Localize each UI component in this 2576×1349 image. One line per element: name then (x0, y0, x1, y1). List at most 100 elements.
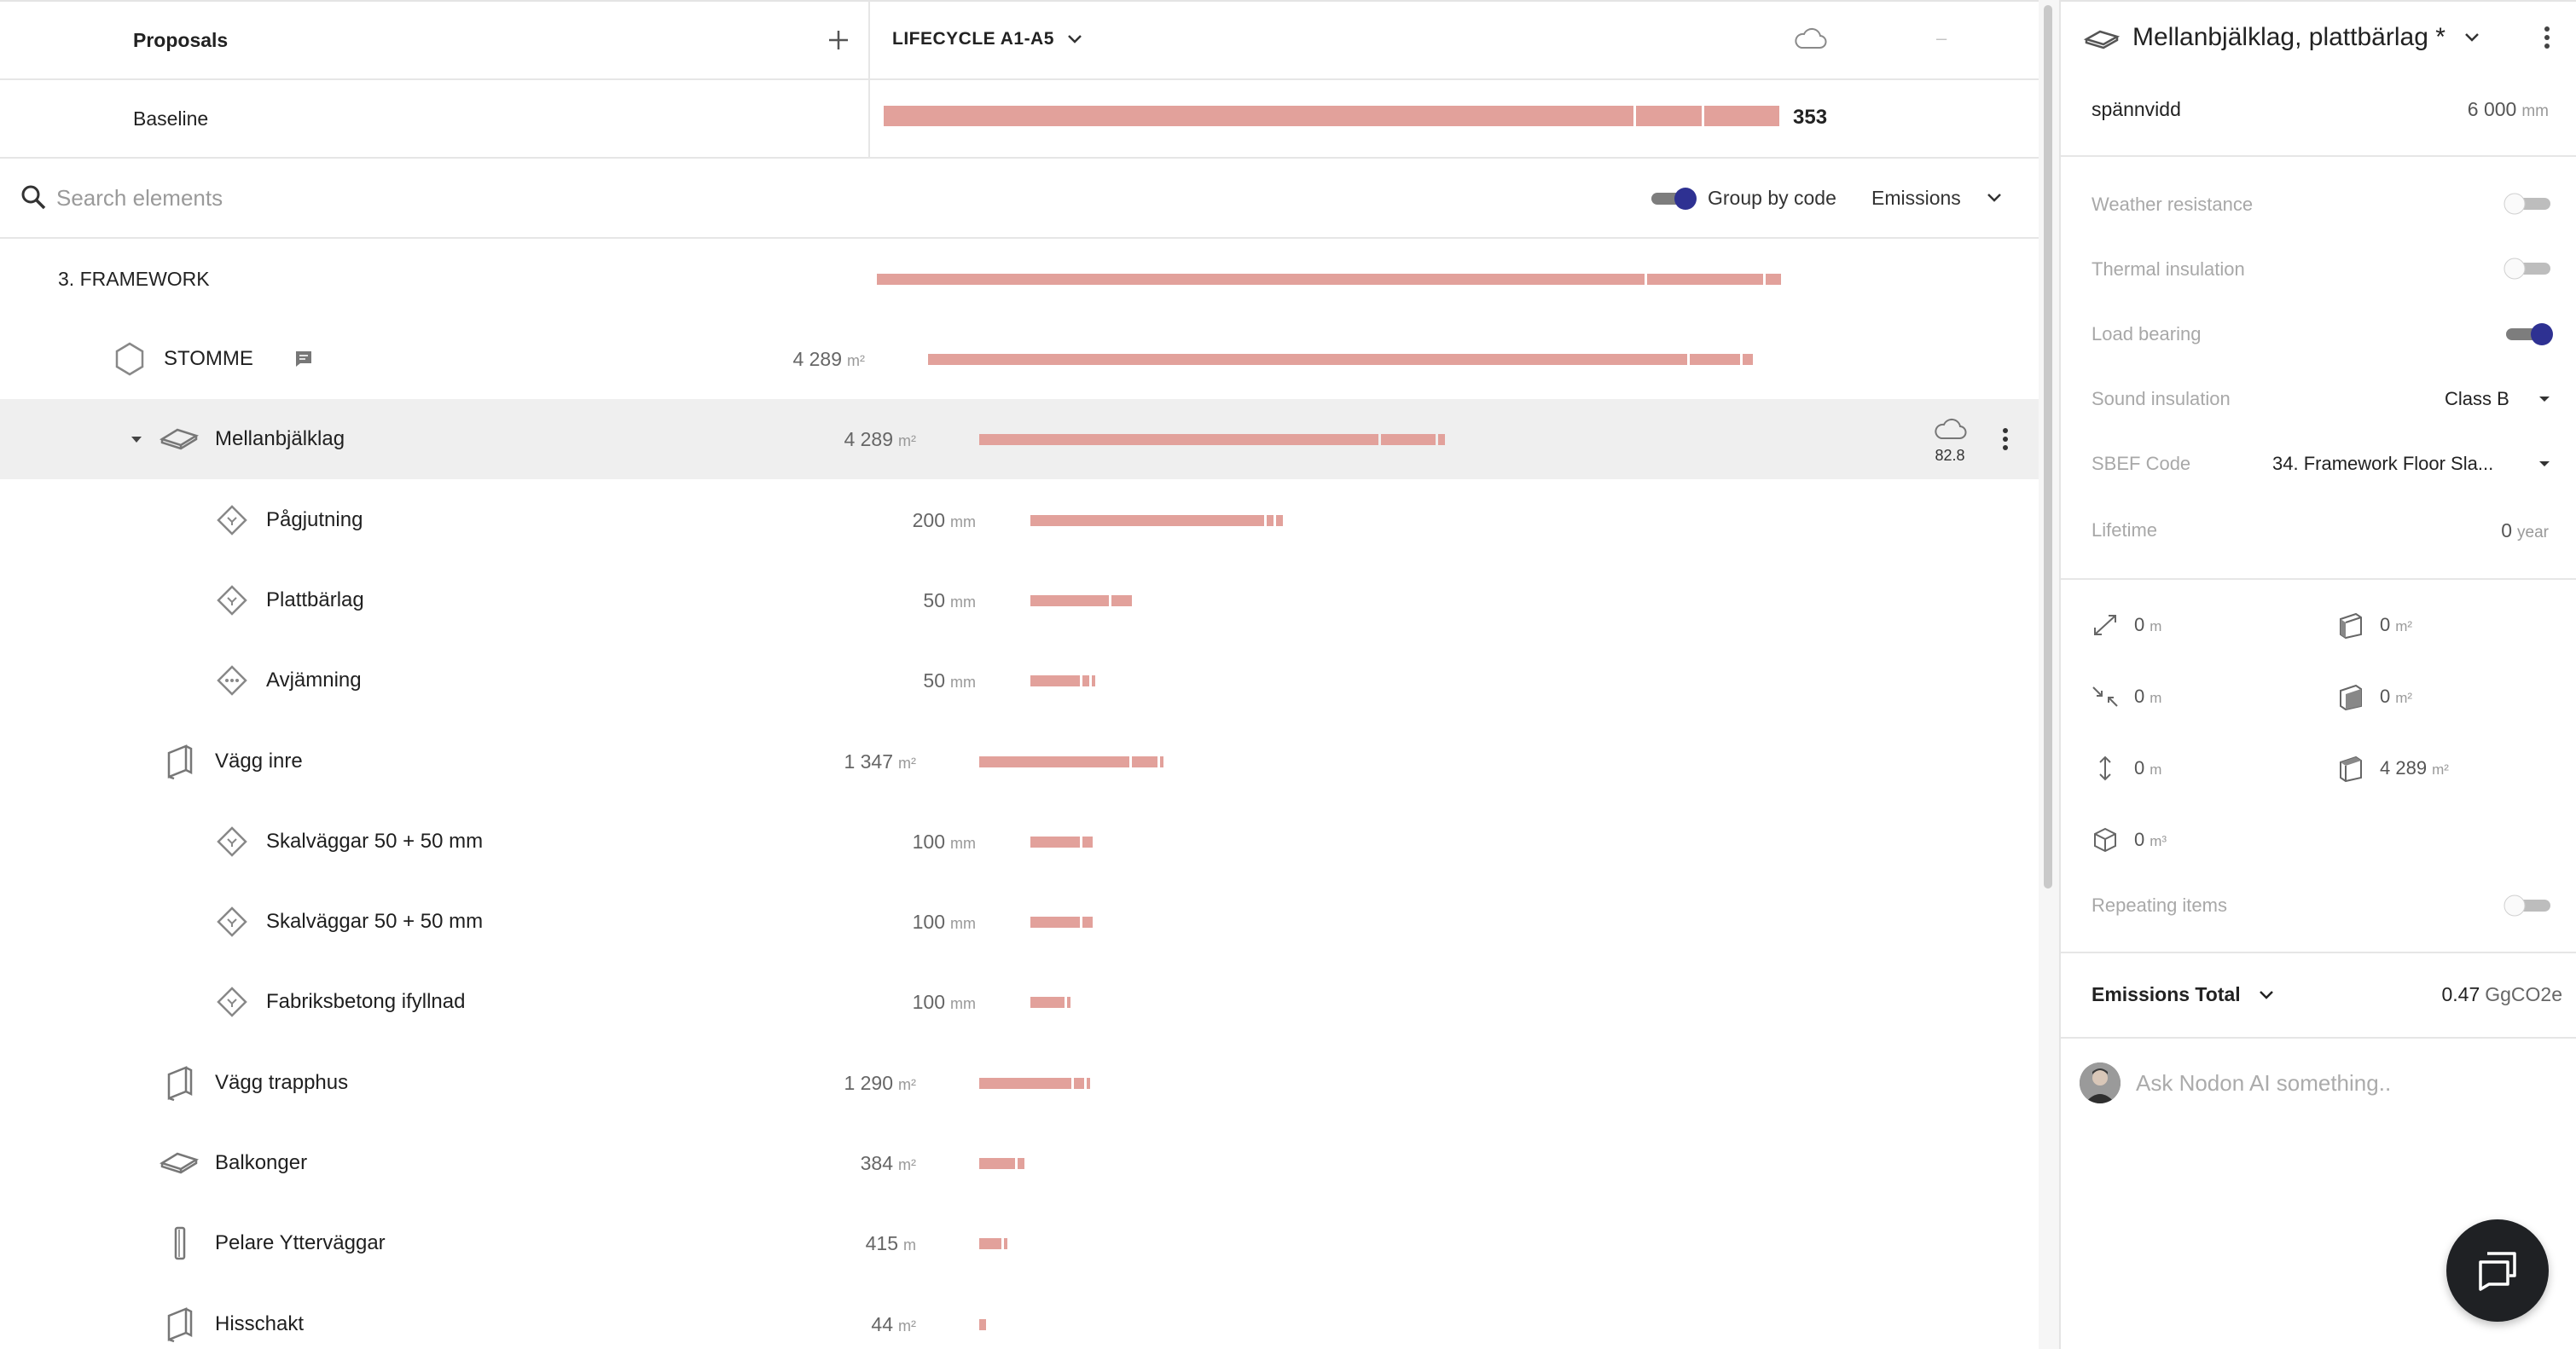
bar-segment (1381, 434, 1436, 445)
baseline-value: 353 (1793, 106, 1828, 129)
bar-segment (979, 1078, 1071, 1089)
tree-row-material[interactable]: Plattbärlag 50 mm (0, 560, 2039, 640)
qty-unit: m (903, 1236, 916, 1253)
bar-segment (1111, 595, 1132, 606)
dimension-front-area: 0 m² (2335, 675, 2540, 718)
qty-value: 50 (923, 669, 945, 692)
comment-icon[interactable] (293, 349, 314, 369)
row-quantity: 415 m (866, 1203, 916, 1285)
caret-down-icon[interactable] (126, 429, 147, 449)
qty-value: 4 289 (844, 428, 893, 450)
qty-unit: mm (950, 915, 976, 932)
element-title[interactable]: Mellanbjälklag, plattbärlag * (2132, 23, 2445, 51)
tree-row-vagg-trapphus[interactable]: Vägg trapphus 1 290 m² (0, 1043, 2039, 1123)
row-emission-bar (979, 1319, 986, 1330)
lifecycle-select[interactable]: LIFECYCLE A1-A5 (892, 29, 1054, 49)
proposals-header-row: Proposals LIFECYCLE A1-A5 – (0, 2, 2039, 80)
more-vertical-icon[interactable] (1993, 425, 2018, 454)
qty-value: 50 (923, 589, 945, 611)
search-input[interactable] (56, 174, 653, 222)
dimension-value: 4 289 m² (2380, 747, 2449, 791)
qty-unit: mm (950, 674, 976, 691)
bar-segment (1030, 675, 1080, 686)
row-label: Pågjutning (266, 508, 363, 531)
chevron-down-icon[interactable] (2255, 984, 2277, 1006)
row-label: Plattbärlag (266, 588, 364, 611)
dimension-value: 0 m³ (2134, 819, 2167, 863)
group-hexagon-icon (115, 342, 144, 376)
qty-unit: m² (898, 1317, 916, 1335)
cloud-icon (1935, 418, 1967, 439)
weather-resistance-label: Weather resistance (2092, 194, 2254, 215)
row-label: Mellanbjälklag (215, 427, 345, 450)
thermal-insulation-label: Thermal insulation (2092, 258, 2245, 280)
material-diamond-icon (217, 585, 247, 616)
qty-value: 384 (860, 1152, 893, 1174)
baseline-row[interactable]: Baseline (0, 80, 2039, 159)
row-label: Fabriksbetong ifyllnad (266, 990, 466, 1013)
tree-row-material[interactable]: Skalväggar 50 + 50 mm 100 mm (0, 882, 2039, 962)
bar-segment (884, 106, 1633, 126)
chat-button[interactable] (2446, 1219, 2549, 1322)
sound-insulation-select[interactable]: Class B (2445, 388, 2509, 409)
chevron-down-icon[interactable] (2460, 26, 2484, 49)
load-bearing-switch[interactable] (2503, 321, 2556, 347)
dim-number: 4 289 (2380, 757, 2428, 779)
span-value[interactable]: 6 000 mm (2468, 85, 2549, 136)
avatar (2080, 1062, 2121, 1103)
qty-unit: m² (898, 432, 916, 449)
tree-row-balkonger[interactable]: Balkonger 384 m² (0, 1123, 2039, 1203)
group-by-toggle[interactable] (1650, 186, 1699, 211)
row-emission-bar (979, 756, 1163, 767)
thermal-insulation-switch[interactable] (2503, 256, 2556, 281)
add-proposal-icon[interactable] (819, 20, 858, 60)
tree-row-material[interactable]: Avjämning 50 mm (0, 640, 2039, 721)
qty-value: 100 (912, 831, 945, 853)
more-vertical-icon[interactable] (2537, 22, 2557, 53)
tree-row-vagg-inre[interactable]: Vägg inre 1 347 m² (0, 721, 2039, 802)
row-emission-bar (1030, 595, 1132, 606)
lifetime-value[interactable]: 0 year (2501, 513, 2549, 550)
metric-select[interactable]: Emissions (1871, 187, 1961, 209)
group-by-label: Group by code (1708, 187, 1836, 209)
repeating-items-switch[interactable] (2503, 893, 2556, 918)
sbef-code-select[interactable]: 34. Framework Floor Sla... (2272, 453, 2494, 474)
tree-row-material[interactable]: Skalväggar 50 + 50 mm 100 mm (0, 802, 2039, 882)
dim-unit: m (2150, 761, 2162, 778)
caret-down-icon[interactable] (2535, 390, 2554, 408)
qty-value: 100 (912, 991, 945, 1013)
row-quantity: 50 mm (923, 560, 976, 642)
bar-segment (1030, 515, 1264, 526)
chevron-down-icon[interactable] (1982, 186, 2006, 210)
bar-segment (1743, 354, 1753, 365)
material-diamond-icon (217, 826, 247, 857)
scrollbar-thumb[interactable] (2044, 5, 2052, 889)
tree-row-stomme[interactable]: STOMME 4 289 m² (0, 319, 2039, 399)
caret-down-icon[interactable] (2535, 454, 2554, 473)
tree-row-material[interactable]: Pågjutning 200 mm (0, 480, 2039, 560)
tree-row-material[interactable]: Fabriksbetong ifyllnad 100 mm (0, 962, 2039, 1042)
ai-chat-input[interactable] (2136, 1059, 2545, 1107)
emissions-total-value: 0.47 GgCO2e (2441, 977, 2562, 1011)
tree-row-pelare[interactable]: Pelare Ytterväggar 415 m (0, 1203, 2039, 1283)
tree-row-hisschakt[interactable]: Hisschakt 44 m² (0, 1284, 2039, 1349)
slab-icon (160, 1152, 199, 1174)
weather-resistance-switch[interactable] (2503, 191, 2556, 217)
row-emission-bar (979, 1158, 1024, 1169)
length-arrow-icon (2094, 615, 2116, 635)
emissions-unit: GgCO2e (2485, 983, 2562, 1005)
section-row[interactable]: 3. FRAMEWORK (0, 239, 2039, 319)
qty-value: 200 (912, 509, 945, 531)
chevron-down-icon[interactable] (1063, 27, 1087, 51)
user-avatar-icon (2080, 1062, 2121, 1103)
search-icon (21, 185, 46, 210)
dim-unit: m² (2432, 761, 2449, 778)
bar-segment (979, 434, 1378, 445)
material-dots-icon (217, 665, 247, 696)
wall-icon (167, 1307, 193, 1343)
emissions-total-label[interactable]: Emissions Total (2092, 983, 2241, 1005)
dim-number: 0 (2380, 614, 2391, 635)
qty-unit: m² (847, 352, 865, 369)
tree-row-mellanbjalklag[interactable]: Mellanbjälklag 4 289 m² 82.8 (0, 399, 2039, 479)
